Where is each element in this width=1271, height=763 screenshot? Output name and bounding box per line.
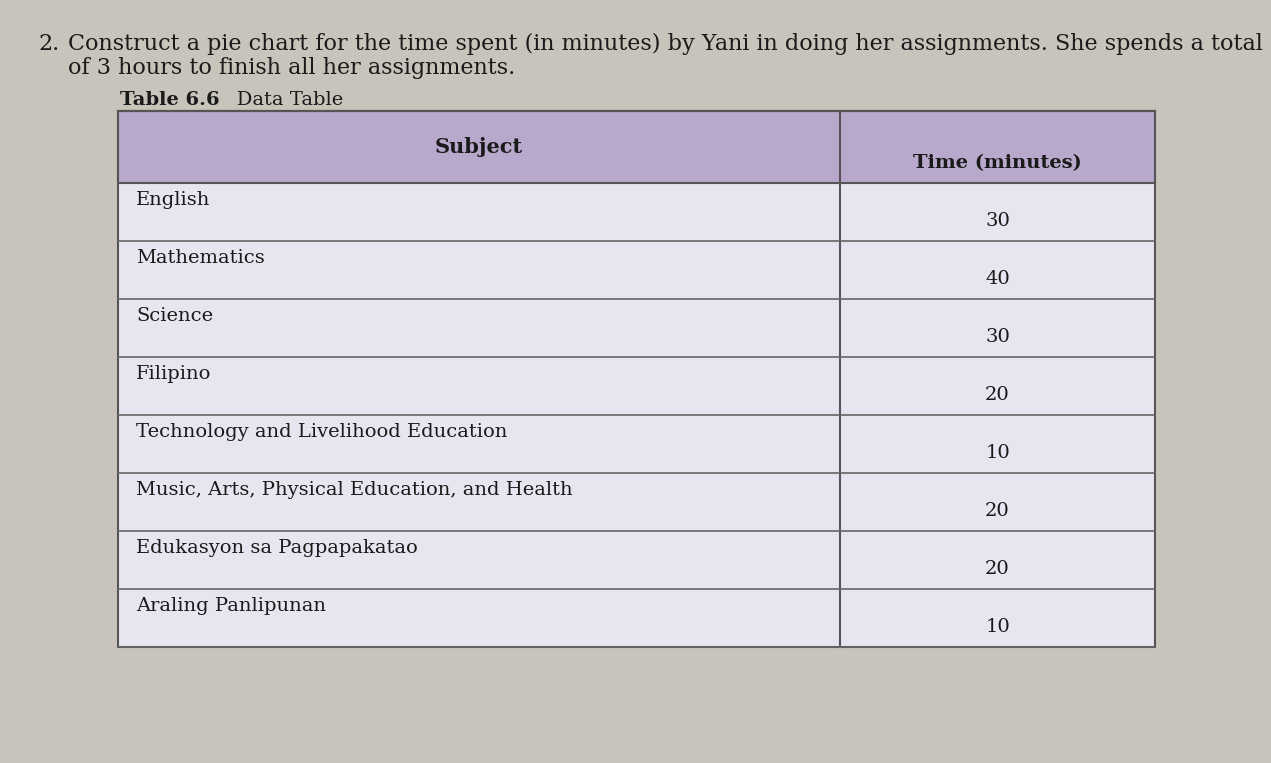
- Text: 30: 30: [985, 211, 1010, 230]
- Text: 40: 40: [985, 269, 1010, 288]
- Text: Construct a pie chart for the time spent (in minutes) by Yani in doing her assig: Construct a pie chart for the time spent…: [69, 33, 1263, 55]
- Bar: [118, 111, 1155, 183]
- Text: Music, Arts, Physical Education, and Health: Music, Arts, Physical Education, and Hea…: [136, 481, 573, 500]
- Text: Mathematics: Mathematics: [136, 250, 264, 267]
- Text: Edukasyon sa Pagpapakatao: Edukasyon sa Pagpapakatao: [136, 539, 418, 558]
- Text: Table 6.6: Table 6.6: [119, 91, 220, 109]
- Text: 20: 20: [985, 502, 1010, 520]
- Text: 10: 10: [985, 444, 1010, 462]
- Text: of 3 hours to finish all her assignments.: of 3 hours to finish all her assignments…: [69, 57, 515, 79]
- Text: 20: 20: [985, 386, 1010, 404]
- Text: 20: 20: [985, 560, 1010, 578]
- Bar: [118, 111, 1155, 647]
- Text: Science: Science: [136, 307, 214, 325]
- Text: Technology and Livelihood Education: Technology and Livelihood Education: [136, 423, 507, 442]
- Text: 2.: 2.: [38, 33, 60, 55]
- Text: Data Table: Data Table: [219, 91, 343, 109]
- Text: English: English: [136, 192, 211, 209]
- Text: Subject: Subject: [435, 137, 524, 157]
- Text: Araling Panlipunan: Araling Panlipunan: [136, 597, 325, 616]
- Text: Filipino: Filipino: [136, 365, 211, 383]
- Text: 10: 10: [985, 618, 1010, 636]
- Text: 30: 30: [985, 327, 1010, 346]
- Text: Time (minutes): Time (minutes): [913, 154, 1082, 172]
